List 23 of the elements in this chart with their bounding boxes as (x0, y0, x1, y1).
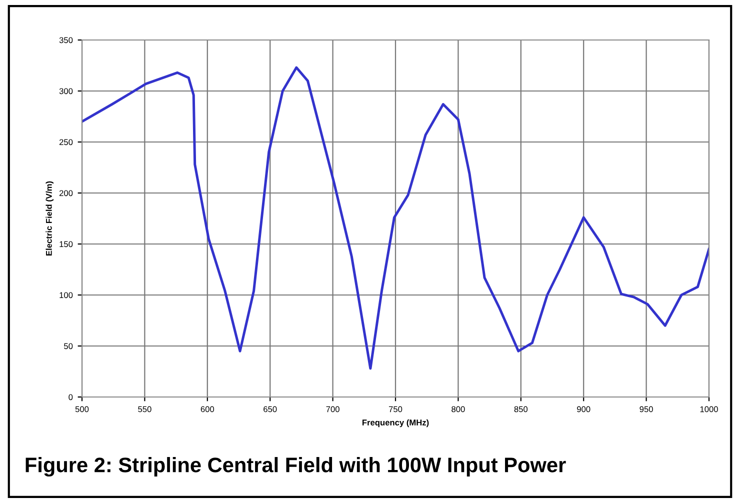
x-tick-label: 900 (577, 406, 590, 412)
y-tick-label: 0 (68, 394, 73, 400)
x-axis-title: Frequency (MHz) (362, 419, 429, 428)
line-series (82, 66, 709, 370)
x-tick-label: 950 (640, 406, 653, 412)
y-tick-label: 150 (60, 241, 73, 248)
caption: Figure 2: Stripline Central Field with 100W Input Power (26, 457, 566, 477)
x-tick-label: 650 (264, 406, 277, 412)
x-tick-label: 600 (200, 406, 214, 412)
x-tick-label: 500 (75, 406, 89, 412)
y-tick-label: 100 (60, 292, 73, 298)
y-tick-label: 300 (59, 88, 73, 94)
y-tick-label: 250 (59, 139, 73, 146)
x-tick-label: 800 (452, 406, 465, 412)
x-tick-label: 850 (514, 406, 528, 412)
y-axis-title: Electric Field (V/m) (46, 181, 54, 256)
x-tick-label: 750 (388, 406, 402, 412)
y-tick-label: 200 (59, 190, 73, 196)
x-tick-label: 1000 (700, 406, 718, 412)
y-tick-label: 350 (59, 37, 73, 44)
x-tick-label: 550 (138, 406, 152, 412)
y-tick-label: 50 (64, 343, 73, 350)
x-tick-label: 700 (326, 406, 340, 412)
